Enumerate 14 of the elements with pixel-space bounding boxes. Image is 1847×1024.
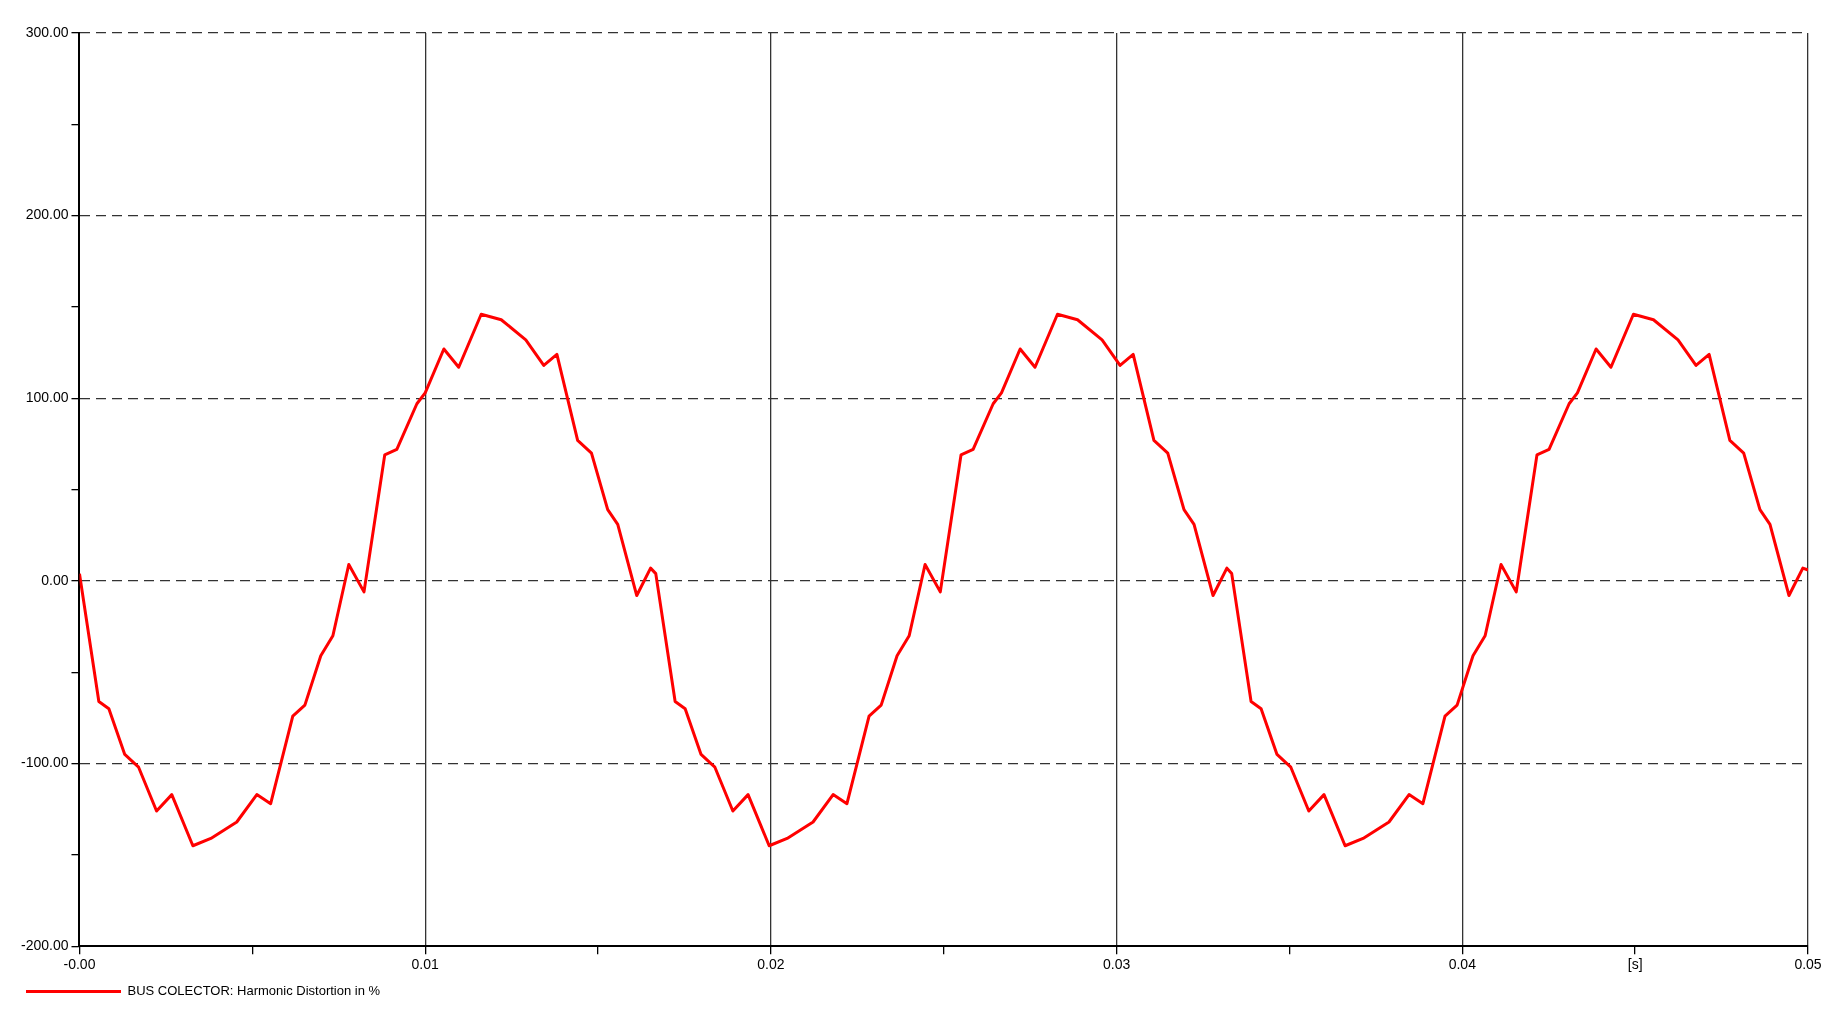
- x-tick-label: 0.04: [1448, 956, 1477, 973]
- y-tick-label: 100.00: [25, 389, 69, 406]
- x-tick-label: 0.02: [757, 956, 785, 973]
- x-tick-label: 0.03: [1102, 956, 1131, 973]
- y-tick-label: -100.00: [21, 754, 69, 771]
- x-tick-label: 0.05: [1794, 956, 1822, 973]
- x-tick-label: -0.00: [63, 956, 96, 973]
- text: BUS COLECTOR: Harmonic Distortion in %: [127, 983, 381, 999]
- y-tick-label: 200.00: [25, 206, 69, 223]
- y-tick-label: -200.00: [21, 937, 69, 954]
- x-axis-title: [s]: [1627, 956, 1643, 973]
- y-tick-label: 0.00: [41, 571, 69, 588]
- x-tick-label: 0.01: [411, 956, 440, 973]
- y-tick-label: 300.00: [25, 23, 69, 40]
